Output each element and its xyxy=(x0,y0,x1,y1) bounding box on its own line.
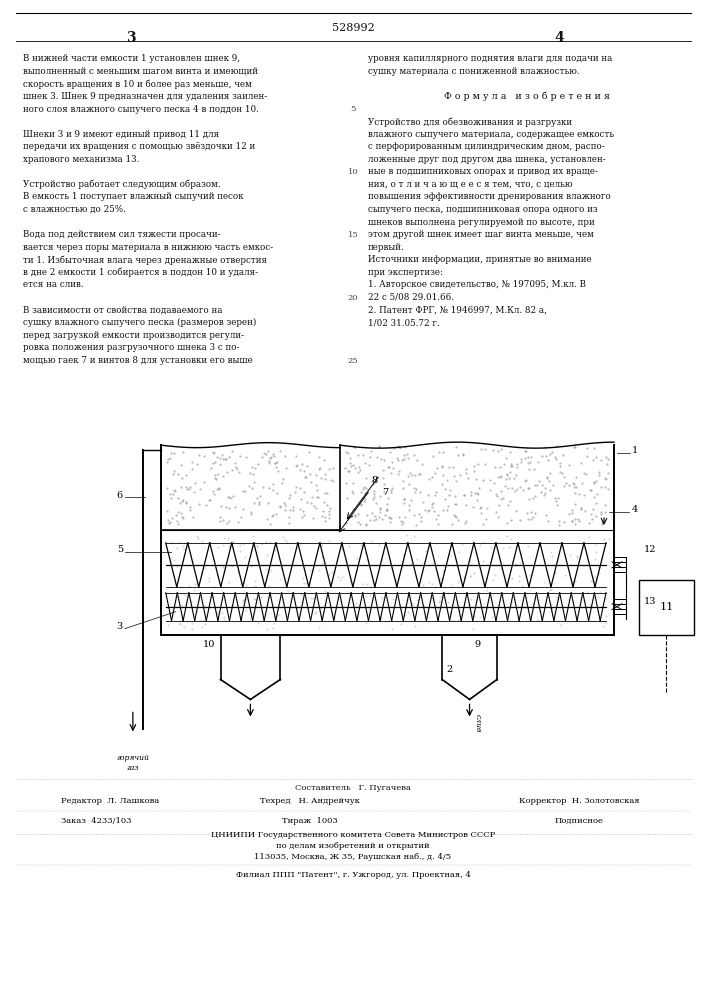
Text: при экспертизе:: при экспертизе: xyxy=(368,268,443,277)
Text: 1. Авторское свидетельство, № 197095, М.кл. В: 1. Авторское свидетельство, № 197095, М.… xyxy=(368,280,586,289)
Text: влажного сыпучего материала, содержащее емкость: влажного сыпучего материала, содержащее … xyxy=(368,130,614,139)
Text: выполненный с меньшим шагом винта и имеющий: выполненный с меньшим шагом винта и имею… xyxy=(23,67,258,76)
Text: в дне 2 емкости 1 собирается в поддон 10 и удаля-: в дне 2 емкости 1 собирается в поддон 10… xyxy=(23,268,259,277)
Text: шнек 3. Шнек 9 предназначен для удаления заилен-: шнек 3. Шнек 9 предназначен для удаления… xyxy=(23,92,267,101)
Text: 20: 20 xyxy=(348,294,358,302)
Text: передачи их вращения с помощью звёздочки 12 и: передачи их вращения с помощью звёздочки… xyxy=(23,142,255,151)
Text: 25: 25 xyxy=(348,357,358,365)
Text: ется на слив.: ется на слив. xyxy=(23,280,84,289)
Text: шнеков выполнена регулируемой по высоте, при: шнеков выполнена регулируемой по высоте,… xyxy=(368,218,595,227)
Text: 6: 6 xyxy=(117,491,123,500)
Text: скорость вращения в 10 и более раз меньше, чем: скорость вращения в 10 и более раз меньш… xyxy=(23,79,252,89)
Text: 7: 7 xyxy=(382,488,388,497)
Text: Ф о р м у л а   и з о б р е т е н и я: Ф о р м у л а и з о б р е т е н и я xyxy=(444,92,610,101)
Text: ЦНИИПИ Государственного комитета Совета Министров СССР: ЦНИИПИ Государственного комитета Совета … xyxy=(211,831,495,839)
Text: В емкость 1 поступает влажный сыпучий песок: В емкость 1 поступает влажный сыпучий пе… xyxy=(23,192,244,201)
Text: Корректор  Н. Золотовская: Корректор Н. Золотовская xyxy=(519,797,639,805)
Text: Заказ  4233/103: Заказ 4233/103 xyxy=(61,817,132,825)
Text: вается через поры материала в нижнюю часть емкос-: вается через поры материала в нижнюю час… xyxy=(23,243,274,252)
Text: ти 1. Избыточная влага через дренажные отверстия: ти 1. Избыточная влага через дренажные о… xyxy=(23,255,267,265)
Text: 4: 4 xyxy=(554,31,564,45)
Text: первый.: первый. xyxy=(368,243,404,252)
Text: 9: 9 xyxy=(474,640,481,649)
Text: Подписное: Подписное xyxy=(555,817,604,825)
Text: ровка положения разгрузочного шнека 3 с по-: ровка положения разгрузочного шнека 3 с … xyxy=(23,343,240,352)
Text: сушку влажного сыпучего песка (размеров зерен): сушку влажного сыпучего песка (размеров … xyxy=(23,318,257,327)
Bar xyxy=(639,580,694,635)
Text: Редактор  Л. Лашкова: Редактор Л. Лашкова xyxy=(61,797,159,805)
Text: мощью гаек 7 и винтов 8 для установки его выше: мощью гаек 7 и винтов 8 для установки ег… xyxy=(23,356,253,365)
Text: Источники информации, принятые во внимание: Источники информации, принятые во вниман… xyxy=(368,255,592,264)
Text: перед загрузкой емкости производится регули-: перед загрузкой емкости производится рег… xyxy=(23,331,245,340)
Text: ного слоя влажного сыпучего песка 4 в поддон 10.: ного слоя влажного сыпучего песка 4 в по… xyxy=(23,105,259,114)
Text: сушку материала с пониженной влажностью.: сушку материала с пониженной влажностью. xyxy=(368,67,580,76)
Text: с перфорированным цилиндрическим дном, распо-: с перфорированным цилиндрическим дном, р… xyxy=(368,142,604,151)
Text: 10: 10 xyxy=(203,640,216,649)
Text: Устройство для обезвоживания и разгрузки: Устройство для обезвоживания и разгрузки xyxy=(368,117,572,127)
Text: 11: 11 xyxy=(659,602,673,612)
Text: слив: слив xyxy=(474,714,481,733)
Text: 113035, Москва, Ж 35, Раушская наб., д. 4/5: 113035, Москва, Ж 35, Раушская наб., д. … xyxy=(255,853,452,861)
Text: уровня капиллярного поднятия влаги для подачи на: уровня капиллярного поднятия влаги для п… xyxy=(368,54,612,63)
Text: 1: 1 xyxy=(632,446,638,455)
Text: этом другой шнек имеет шаг винта меньше, чем: этом другой шнек имеет шаг винта меньше,… xyxy=(368,230,594,239)
Text: В зависимости от свойства подаваемого на: В зависимости от свойства подаваемого на xyxy=(23,306,223,315)
Text: Составитель   Г. Пугачева: Составитель Г. Пугачева xyxy=(295,784,411,792)
Text: Филиал ППП "Патент", г. Ужгород, ул. Проектная, 4: Филиал ППП "Патент", г. Ужгород, ул. Про… xyxy=(235,871,470,879)
Text: Шнеки 3 и 9 имеют единый привод 11 для: Шнеки 3 и 9 имеют единый привод 11 для xyxy=(23,130,219,139)
Text: ные в подшипниковых опорах и привод их враще-: ные в подшипниковых опорах и привод их в… xyxy=(368,167,598,176)
Text: ния, о т л и ч а ю щ е е с я тем, что, с целью: ния, о т л и ч а ю щ е е с я тем, что, с… xyxy=(368,180,573,189)
Text: 1/02 31.05.72 г.: 1/02 31.05.72 г. xyxy=(368,318,440,327)
Text: 10: 10 xyxy=(348,168,358,176)
Text: 3: 3 xyxy=(117,622,123,631)
Text: храпового механизма 13.: храпового механизма 13. xyxy=(23,155,140,164)
Text: Вода под действием сил тяжести просачи-: Вода под действием сил тяжести просачи- xyxy=(23,230,221,239)
Text: 12: 12 xyxy=(644,545,656,554)
Text: Тираж  1003: Тираж 1003 xyxy=(282,817,338,825)
Text: 2. Патент ФРГ, № 1946997, М.Кл. 82 а,: 2. Патент ФРГ, № 1946997, М.Кл. 82 а, xyxy=(368,306,547,315)
Text: ложенные друг под другом два шнека, установлен-: ложенные друг под другом два шнека, уста… xyxy=(368,155,606,164)
Text: сыпучего песка, подшипниковая опора одного из: сыпучего песка, подшипниковая опора одно… xyxy=(368,205,597,214)
Text: Техред   Н. Андрейчук: Техред Н. Андрейчук xyxy=(260,797,360,805)
Text: повышения эффективности дренирования влажного: повышения эффективности дренирования вла… xyxy=(368,192,611,201)
Text: 528992: 528992 xyxy=(332,23,375,33)
Text: 22 с 5/08 29.01.66.: 22 с 5/08 29.01.66. xyxy=(368,293,454,302)
Text: 13: 13 xyxy=(644,597,656,606)
Text: 2: 2 xyxy=(447,665,452,674)
Text: В нижней части емкости 1 установлен шнек 9,: В нижней части емкости 1 установлен шнек… xyxy=(23,54,240,63)
Text: 3: 3 xyxy=(126,31,136,45)
Text: горячий: горячий xyxy=(117,754,149,762)
Text: 5: 5 xyxy=(350,105,356,113)
Text: газ: газ xyxy=(127,764,139,772)
Text: по делам изобретений и открытий: по делам изобретений и открытий xyxy=(276,842,430,850)
Text: Устройство работает следующим образом.: Устройство работает следующим образом. xyxy=(23,180,221,189)
Text: с влажностью до 25%.: с влажностью до 25%. xyxy=(23,205,126,214)
Text: 4: 4 xyxy=(632,505,638,514)
Text: 8: 8 xyxy=(372,476,378,485)
Text: 5: 5 xyxy=(117,545,123,554)
Text: 15: 15 xyxy=(348,231,358,239)
